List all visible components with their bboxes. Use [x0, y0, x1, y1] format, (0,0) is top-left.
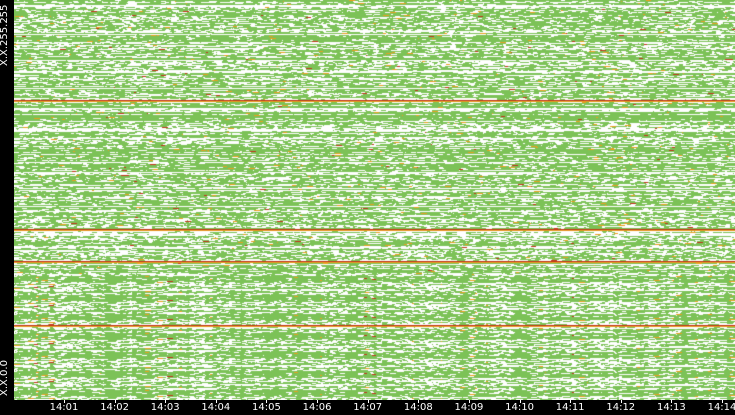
x-tick-label: 14:14	[707, 402, 735, 413]
x-tick-mark	[519, 400, 521, 403]
x-tick-mark	[266, 400, 268, 403]
x-tick-mark	[722, 400, 723, 403]
x-tick-mark	[468, 400, 470, 403]
x-tick-mark	[64, 400, 65, 403]
x-tick-label: 14:13	[656, 402, 686, 413]
x-tick-mark	[317, 400, 319, 403]
x-tick-mark	[165, 400, 167, 403]
x-tick-mark	[671, 400, 673, 403]
x-tick-label: 14:08	[403, 402, 433, 413]
y-tick-label: X.X.0.0	[0, 360, 10, 396]
x-tick-mark	[570, 400, 572, 403]
x-tick-label: 14:06	[302, 402, 332, 413]
x-tick-label: 14:05	[252, 402, 281, 413]
x-tick-label: 14:03	[150, 402, 180, 413]
x-tick-label: 14:11	[555, 402, 585, 413]
x-tick-label: 14:09	[454, 402, 484, 413]
x-tick-label: 14:12	[606, 402, 636, 413]
x-tick-mark	[114, 400, 116, 403]
x-tick-label: 14:01	[49, 402, 79, 413]
heatmap-canvas	[14, 0, 735, 400]
x-tick-mark	[367, 400, 369, 403]
plot-area	[14, 0, 735, 400]
x-tick-label: 14:07	[353, 402, 383, 413]
x-tick-label: 14:02	[100, 402, 130, 413]
x-tick-label: 14:04	[201, 402, 231, 413]
x-tick-label: 14:10	[505, 402, 534, 413]
y-tick-label: X.X.255.255	[0, 4, 10, 66]
y-axis	[0, 0, 14, 415]
x-tick-mark	[215, 400, 217, 403]
x-axis	[0, 400, 735, 415]
x-tick-mark	[418, 400, 420, 403]
x-tick-mark	[620, 400, 622, 403]
